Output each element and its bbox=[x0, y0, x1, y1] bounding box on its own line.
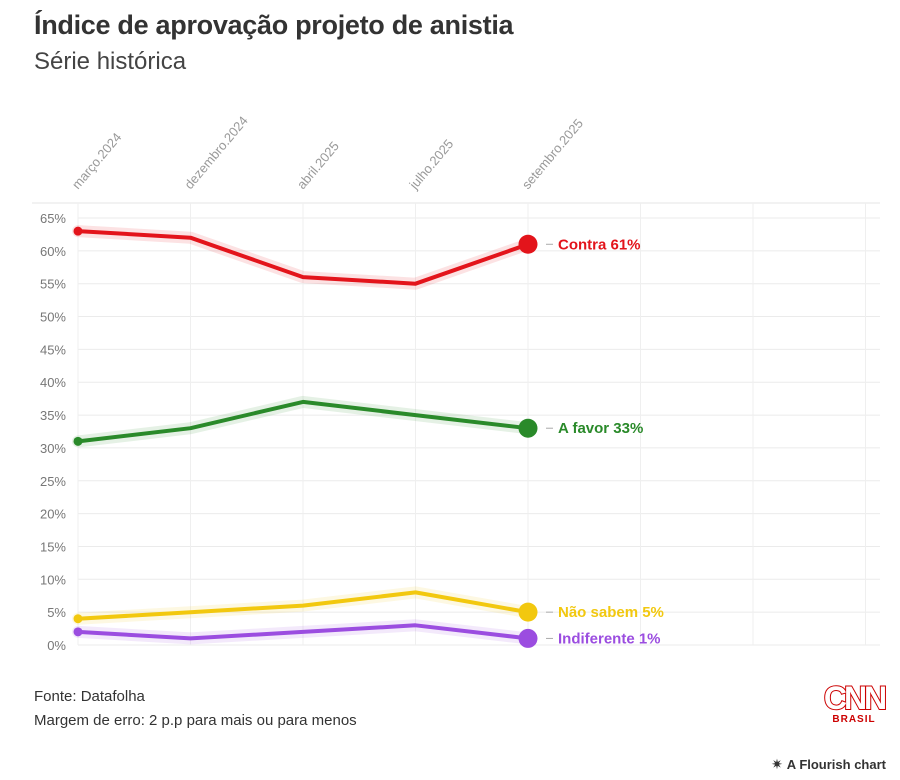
series-start-point-nao-sabem bbox=[73, 614, 83, 624]
series-end-point-indiferente[interactable] bbox=[518, 628, 538, 648]
x-axis-labels: março.2024 dezembro.2024 abril.2025 julho.2… bbox=[69, 113, 586, 193]
series-lines: Contra 61% A favor 33% Não sabem 5% Indifer… bbox=[72, 225, 664, 648]
flourish-credit[interactable]: ✷ A Flourish chart bbox=[771, 756, 886, 773]
series-label-a-favor: A favor 33% bbox=[558, 420, 643, 437]
y-tick-label: 15% bbox=[40, 539, 66, 554]
series-line-nao-sabem bbox=[76, 590, 530, 621]
flourish-credit-text: A Flourish chart bbox=[786, 757, 886, 772]
series-end-point-contra[interactable] bbox=[518, 234, 538, 254]
series-start-point-indiferente bbox=[73, 627, 83, 637]
y-tick-label: 5% bbox=[47, 605, 66, 620]
series-label-nao-sabem: Não sabem 5% bbox=[558, 604, 664, 621]
y-tick-label: 0% bbox=[47, 638, 66, 653]
series-line-a-favor bbox=[76, 399, 530, 444]
y-tick-label: 45% bbox=[40, 342, 66, 357]
series-line-contra bbox=[76, 229, 530, 286]
x-tick-label: março.2024 bbox=[69, 130, 125, 192]
y-tick-label: 30% bbox=[40, 441, 66, 456]
y-tick-label: 35% bbox=[40, 408, 66, 423]
series-start-point-a-favor bbox=[73, 436, 83, 446]
y-tick-label: 40% bbox=[40, 375, 66, 390]
series-label-contra: Contra 61% bbox=[558, 236, 641, 253]
series-line-indiferente bbox=[76, 623, 530, 641]
series-end-point-nao-sabem[interactable] bbox=[518, 602, 538, 622]
source-note: Fonte: Datafolha bbox=[34, 688, 145, 705]
series-end-point-a-favor[interactable] bbox=[518, 418, 538, 438]
y-tick-label: 20% bbox=[40, 507, 66, 522]
flourish-star-icon: ✷ bbox=[771, 756, 783, 772]
y-axis-labels: 65% 60% 55% 50% 45% 40% 35% 30% 25% 20% 15% 10% 5% 0% bbox=[40, 211, 66, 653]
y-tick-label: 65% bbox=[40, 211, 66, 226]
y-tick-label: 50% bbox=[40, 310, 66, 325]
series-start-point-contra bbox=[73, 226, 83, 236]
y-tick-label: 25% bbox=[40, 474, 66, 489]
x-tick-label: abril.2025 bbox=[294, 139, 342, 192]
series-label-indiferente: Indiferente 1% bbox=[558, 630, 661, 647]
chart-title: Índice de aprovação projeto de anistia bbox=[34, 10, 514, 40]
x-tick-label: julho.2025 bbox=[406, 136, 457, 192]
grid-lines bbox=[32, 202, 880, 646]
line-chart: março.2024 dezembro.2024 abril.2025 julho.2… bbox=[32, 113, 880, 653]
cnn-brasil-logo: CNN BRASIL bbox=[818, 680, 890, 725]
y-tick-label: 10% bbox=[40, 572, 66, 587]
y-tick-label: 55% bbox=[40, 277, 66, 292]
x-tick-label: setembro.2025 bbox=[519, 116, 586, 192]
cnn-logo-text: CNN bbox=[823, 680, 888, 716]
x-tick-label: dezembro.2024 bbox=[181, 113, 251, 192]
margin-note: Margem de erro: 2 p.p para mais ou para … bbox=[34, 712, 357, 729]
cnn-logo-sub: BRASIL bbox=[832, 714, 876, 725]
chart-subtitle: Série histórica bbox=[34, 48, 187, 75]
y-tick-label: 60% bbox=[40, 244, 66, 259]
